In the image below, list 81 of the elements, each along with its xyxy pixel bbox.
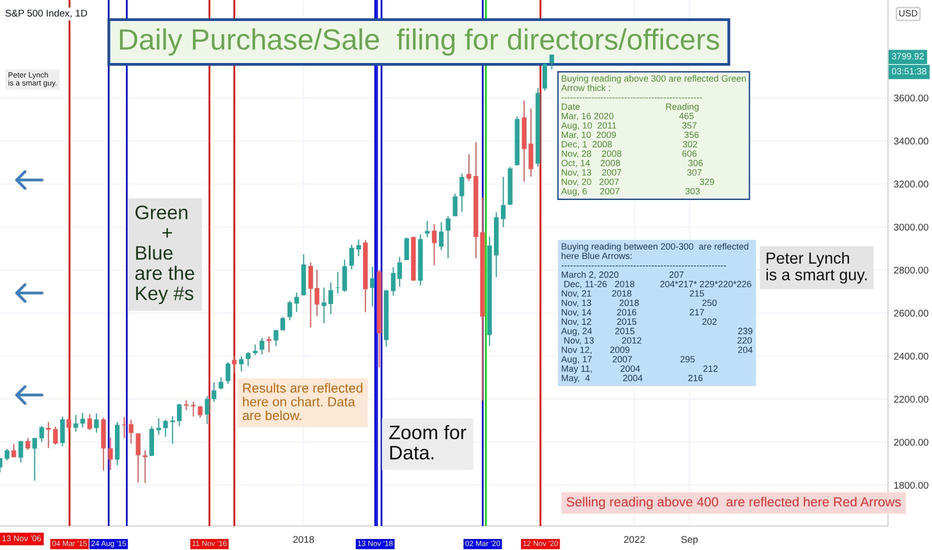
candlestick [322,287,326,324]
candlestick [239,356,244,372]
x-tick-label: Sep [681,536,698,545]
y-tick-label: 3400.00 [894,138,928,145]
candlestick [549,54,554,70]
annotation: Peter Lynch is a smart guy. [766,252,867,284]
y-tick-label: 3200.00 [894,180,928,188]
y-tick-label: 2600.00 [894,310,928,317]
text: S&P 500 Index, 1D [5,9,88,18]
x-tick-label: 2022 [624,536,645,543]
candlestick [80,412,85,428]
text: 03:51:38 [892,68,926,74]
candlestick [198,405,202,418]
text: Daily Purchase/Sale filing for directors/officers [120,28,720,56]
candlestick [163,419,168,438]
candlestick [232,355,237,374]
candlestick [266,336,272,353]
candlestick [94,412,99,434]
candlestick [349,244,354,270]
candlestick [66,416,72,434]
candlestick [218,376,224,390]
candlestick [177,403,182,427]
text: Buying reading between 200-300 are reflected here Blue Arrows: ------------------------------------------------------- March 2, 2020 207 Dec, 11-26 2018 204*217* 229*220*226 Nov, 21 2018 215 Nov, 13 2018 250 Nov, 14 2016 217 Nov, 12 2015 202 Aug, 24 2015 239 Nov, 13 2012 220 Nov 12, 2009 204 Aug, 17 2007 295 May 11, 2004 212 May, 4 2004 216 [561,243,753,383]
annotation: Selling reading above 400 are reflected here Red Arrows [566,496,901,510]
y-tick-label: 1800.00 [894,482,928,489]
candlestick [287,300,292,321]
candlestick [170,416,175,444]
candlestick [226,362,230,384]
candlestick [370,266,375,307]
candlestick [404,237,409,260]
candlestick [542,62,548,92]
candlestick [11,443,16,458]
candlestick [274,330,278,346]
candlestick [432,224,437,266]
candlestick [53,426,58,446]
annotation: Green + Blue are the Key #s [135,206,194,304]
candlestick [424,220,430,238]
candlestick [26,437,30,450]
x-tick-label: 2018 [293,536,314,543]
candlestick [246,351,250,367]
candlestick [108,437,113,470]
candlestick [328,282,334,315]
candlestick [356,239,361,257]
candlestick [39,425,44,442]
candlestick [280,316,286,331]
candlestick [4,448,10,461]
text: Buying reading above 300 are reflected Green Arrow thick : ----------------------------------------------- Date Reading Mar, 16 2020 465 Aug, 10 2011 357 Mar, 10 2009 356 Dec, 1 2008 302 Nov, 28 2008 606 Oct, 14 2008 306 Nov, 13 2007 307 Nov, 20 2007 329 Aug, 6 2007 303 [561,75,746,196]
y-tick-label: 2400.00 [894,352,928,360]
candlestick [452,193,458,217]
candlestick [466,154,472,182]
candlestick [142,450,148,484]
y-tick-label: 3000.00 [894,224,928,231]
annotation: Results are reflected here on chart. Data are below. [242,383,362,420]
y-tick-label: 2000.00 [894,438,928,446]
candlestick [191,401,196,418]
candlestick [60,416,65,447]
candlestick [212,382,216,402]
candlestick [438,222,444,251]
candlestick [460,173,464,212]
candlestick [74,414,78,432]
candlestick [128,419,134,444]
candlestick [46,422,51,449]
candlestick [342,259,347,292]
text: 3799.92 [892,53,924,60]
candlestick [501,176,506,228]
y-tick-label: 2200.00 [894,396,928,403]
candlestick [204,396,210,425]
candlestick [87,414,92,431]
candlestick [294,292,299,312]
candlestick [32,437,37,482]
annotation: Zoom for Data. [389,425,466,460]
candlestick [260,337,264,355]
y-tick-label: 3600.00 [894,94,928,102]
text: 13 Nov '06 [2,535,41,542]
candlestick [446,216,450,258]
y-tick-label: 2800.00 [894,266,928,274]
candlestick [390,266,396,296]
text: USD [899,10,918,16]
candlestick [18,440,24,464]
candlestick [397,256,402,288]
candlestick [136,433,140,484]
